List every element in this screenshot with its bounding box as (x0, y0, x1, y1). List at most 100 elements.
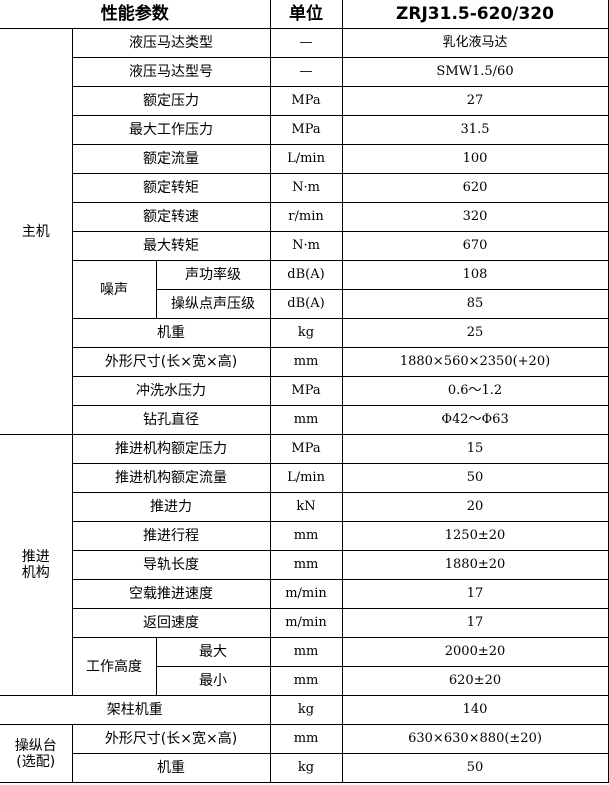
param-unit: MPa (269, 86, 343, 116)
param-value: 320 (341, 202, 609, 232)
table-row: 架柱机重 kg 140 (0, 695, 609, 725)
param-value: 620 (341, 173, 609, 203)
param-value: 2000±20 (341, 637, 609, 667)
param-value: 620±20 (341, 666, 609, 696)
param-value: 17 (341, 608, 609, 638)
param-name: 钻孔直径 (72, 405, 271, 435)
param-value: Φ42～Φ63 (341, 405, 609, 435)
param-value: 85 (341, 289, 609, 319)
param-unit: m/min (269, 579, 343, 609)
param-value: 50 (341, 753, 609, 783)
param-unit: L/min (269, 144, 343, 174)
table-row: 外形尺寸(长×宽×高) mm 1880×560×2350(+20) (0, 347, 609, 377)
param-unit: kg (269, 318, 343, 348)
table-row: 额定流量 L/min 100 (0, 144, 609, 174)
param-name: 推进行程 (72, 521, 271, 551)
table-row: 机重 kg 25 (0, 318, 609, 348)
param-name: 额定转速 (72, 202, 271, 232)
param-name: 返回速度 (72, 608, 271, 638)
param-name: 推进力 (72, 492, 271, 522)
param-name: 最大工作压力 (72, 115, 271, 145)
param-value: 50 (341, 463, 609, 493)
param-name: 额定压力 (72, 86, 271, 116)
table-row: 工作高度 最大 mm 2000±20 (0, 637, 609, 696)
table-row: 最大工作压力 MPa 31.5 (0, 115, 609, 145)
param-name: 声功率级 (155, 260, 271, 290)
table-row: 钻孔直径 mm Φ42～Φ63 (0, 405, 609, 435)
param-unit: dB(A) (269, 289, 343, 319)
param-value: 27 (341, 86, 609, 116)
table-row: 主机 液压马达类型 — 乳化液马达 (0, 28, 609, 435)
header-model: ZRJ31.5-620/320 (341, 0, 609, 29)
param-unit: kg (269, 695, 343, 725)
param-name: 额定转矩 (72, 173, 271, 203)
param-value: 31.5 (341, 115, 609, 145)
param-name: 机重 (72, 318, 271, 348)
param-unit: mm (269, 521, 343, 551)
param-value: 15 (341, 434, 609, 464)
table-row: 额定压力 MPa 27 (0, 86, 609, 116)
param-unit: kN (269, 492, 343, 522)
param-name: 机重 (72, 753, 271, 783)
param-value: 630×630×880(±20) (341, 724, 609, 754)
param-value: 0.6～1.2 (341, 376, 609, 406)
param-name: 推进机构额定压力 (71, 434, 271, 464)
param-value: 20 (341, 492, 609, 522)
group-label: 主机 (0, 28, 73, 435)
table-row: 额定转矩 N·m 620 (0, 173, 609, 203)
param-value: 1250±20 (341, 521, 609, 551)
param-unit: kg (269, 753, 343, 783)
param-name: 空载推进速度 (72, 579, 271, 609)
table-row: 机重 kg 50 (0, 753, 609, 783)
param-value: 乳化液马达 (341, 28, 609, 58)
param-group-name: 噪声 (72, 260, 157, 319)
param-name: 最大转矩 (72, 231, 271, 261)
table-row: 推进力 kN 20 (0, 492, 609, 522)
table-row: 空载推进速度 m/min 17 (0, 579, 609, 609)
param-name: 导轨长度 (72, 550, 271, 580)
param-unit: r/min (269, 202, 343, 232)
param-name: 额定流量 (72, 144, 271, 174)
param-value: 1880×560×2350(+20) (341, 347, 609, 377)
param-value: 140 (341, 695, 609, 725)
table-row: 噪声 声功率级 dB(A) 108 (0, 260, 609, 319)
header-unit: 单位 (269, 0, 343, 29)
param-name: 液压马达类型 (71, 28, 271, 58)
param-unit: dB(A) (269, 260, 343, 290)
param-unit: mm (269, 405, 343, 435)
param-group-name: 工作高度 (72, 637, 157, 696)
param-name: 液压马达型号 (72, 57, 271, 87)
param-name: 冲洗水压力 (72, 376, 271, 406)
table-row: 推进行程 mm 1250±20 (0, 521, 609, 551)
table-row: 推进 机构 推进机构额定压力 MPa 15 (0, 434, 609, 696)
param-unit: MPa (269, 376, 343, 406)
group-label: 推进 机构 (0, 434, 73, 696)
table-row: 冲洗水压力 MPa 0.6～1.2 (0, 376, 609, 406)
param-unit: N·m (269, 173, 343, 203)
param-name: 架柱机重 (0, 695, 271, 725)
param-name: 最大 (155, 637, 271, 667)
param-unit: MPa (269, 434, 343, 464)
param-name: 外形尺寸(长×宽×高) (72, 347, 271, 377)
param-name: 外形尺寸(长×宽×高) (71, 724, 271, 754)
param-value: 670 (341, 231, 609, 261)
param-unit: mm (269, 550, 343, 580)
param-unit: m/min (269, 608, 343, 638)
header-param: 性能参数 (0, 0, 271, 29)
param-value: 1880±20 (341, 550, 609, 580)
param-unit: L/min (269, 463, 343, 493)
table-row: 推进机构额定流量 L/min 50 (0, 463, 609, 493)
table-row: 操纵台 (选配) 外形尺寸(长×宽×高) mm 630×630×880(±20) (0, 724, 609, 783)
param-unit: mm (269, 637, 343, 667)
group-label: 操纵台 (选配) (0, 724, 73, 783)
table-row: 导轨长度 mm 1880±20 (0, 550, 609, 580)
param-unit: mm (269, 724, 343, 754)
param-value: 108 (341, 260, 609, 290)
param-unit: — (269, 57, 343, 87)
param-unit: mm (269, 347, 343, 377)
param-unit: N·m (269, 231, 343, 261)
param-unit: mm (269, 666, 343, 696)
param-name: 最小 (156, 666, 271, 696)
table-row: 液压马达型号 — SMW1.5/60 (0, 57, 609, 87)
